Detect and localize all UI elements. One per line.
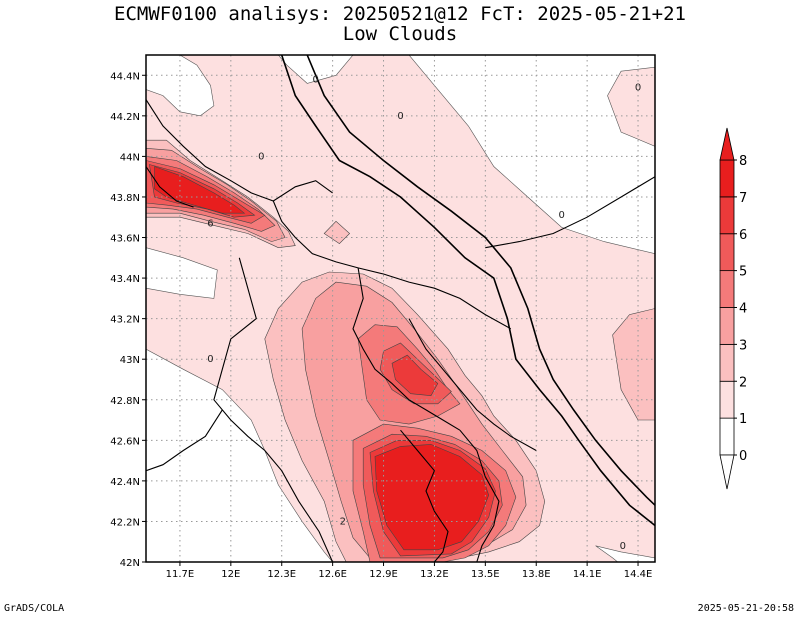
x-axis: 11.7E 12E 12.3E 12.6E 12.9E 13.2E 13.5E 13.8E 14… [166, 562, 653, 580]
x-tick-label: 13.2E [420, 569, 449, 580]
region-border [280, 55, 655, 527]
colorbar-box-3 [719, 307, 735, 345]
credit-right: 2025-05-21-20:58 [697, 603, 794, 614]
x-tick-label: 12.3E [267, 569, 296, 580]
field-central-level-6 [391, 354, 439, 397]
y-tick-label: 44.2N [110, 112, 140, 123]
colorbar-label: 4 [739, 302, 747, 317]
contour-label: 0 [558, 210, 564, 221]
colorbar: 0 1 2 3 4 5 6 7 8 [719, 127, 747, 490]
field-nw-band-level-7 [154, 166, 246, 214]
x-tick-label: 13.8E [522, 569, 551, 580]
chart-title-line2: Low Clouds [342, 23, 458, 45]
chart-title-line1: ECMWF0100 analisys: 20250521@12 FcT: 202… [114, 3, 686, 25]
contour-label: 0 [312, 74, 318, 85]
colorbar-top-arrow [719, 127, 735, 161]
colorbar-label: 3 [739, 338, 747, 353]
y-tick-label: 43.4N [110, 274, 140, 285]
region-border [306, 55, 655, 506]
contour-label: 2 [340, 516, 346, 527]
colorbar-box-4 [719, 270, 735, 308]
x-tick-label: 12E [221, 569, 240, 580]
y-tick-label: 42.8N [110, 396, 140, 407]
field-clear-sw-level-0 [146, 348, 333, 562]
region-border [146, 409, 223, 472]
colorbar-label: 5 [739, 265, 747, 280]
x-tick-label: 12.9E [369, 569, 398, 580]
contour-label: 0 [635, 82, 641, 93]
contour-label: 6 [207, 218, 213, 229]
y-tick-label: 43.2N [110, 315, 140, 326]
field-se-small-level-2 [612, 308, 655, 421]
x-tick-label: 14.4E [624, 569, 653, 580]
y-tick-label: 42N [120, 558, 140, 569]
field-clear-ne-level-0 [408, 55, 655, 255]
contour-label: 0 [207, 354, 213, 365]
y-tick-label: 44.4N [110, 71, 140, 82]
y-tick-label: 43N [120, 355, 140, 366]
colorbar-box-6 [719, 196, 735, 235]
field-clear-north-level-0 [277, 55, 354, 84]
field-layer [146, 55, 655, 562]
y-axis: 42N 42.2N 42.4N 42.6N 42.8N 43N 43.2N 43.4N 43.6… [110, 71, 146, 569]
border-layer [146, 55, 655, 562]
region-border [272, 200, 512, 330]
colorbar-box-1 [719, 380, 735, 419]
y-tick-label: 42.6N [110, 436, 140, 447]
colorbar-label: 2 [739, 375, 747, 390]
colorbar-box-2 [719, 343, 735, 382]
field-ne-small-level-2 [323, 220, 351, 244]
y-tick-label: 42.4N [110, 477, 140, 488]
colorbar-bottom-arrow [719, 454, 735, 490]
region-border [408, 318, 537, 451]
y-tick-label: 43.8N [110, 193, 140, 204]
region-border [213, 257, 334, 562]
x-tick-label: 14.1E [573, 569, 602, 580]
colorbar-label: 1 [739, 412, 747, 427]
region-border [485, 176, 655, 249]
region-border [146, 99, 333, 202]
colorbar-label: 0 [739, 449, 747, 464]
x-tick-label: 12.6E [318, 569, 347, 580]
colorbar-label: 6 [739, 228, 747, 243]
colorbar-box-5 [719, 233, 735, 272]
field-south-level-7 [374, 444, 490, 551]
y-tick-label: 42.2N [110, 517, 140, 528]
y-tick-label: 43.6N [110, 234, 140, 245]
region-border [352, 267, 461, 431]
contour-label: 0 [258, 151, 264, 162]
colorbar-box-0 [719, 417, 735, 456]
contour-label: 0 [397, 111, 403, 122]
contour-label: 0 [620, 541, 626, 552]
field-clear-w-level-0 [146, 247, 218, 299]
region-border [459, 429, 500, 562]
contour-label-layer: 0 0 0 0 0 6 0 2 0 [207, 74, 641, 551]
colorbar-label: 7 [739, 191, 747, 206]
colorbar-label: 8 [739, 154, 747, 169]
region-border [146, 166, 194, 208]
field-clear-se-level-0 [595, 545, 655, 562]
plot-frame [145, 54, 656, 563]
region-border [400, 429, 449, 562]
colorbar-box-7 [719, 159, 735, 198]
x-tick-label: 11.7E [166, 569, 195, 580]
y-tick-label: 44N [120, 152, 140, 163]
x-tick-label: 13.5E [471, 569, 500, 580]
credit-left: GrADS/COLA [4, 603, 65, 614]
